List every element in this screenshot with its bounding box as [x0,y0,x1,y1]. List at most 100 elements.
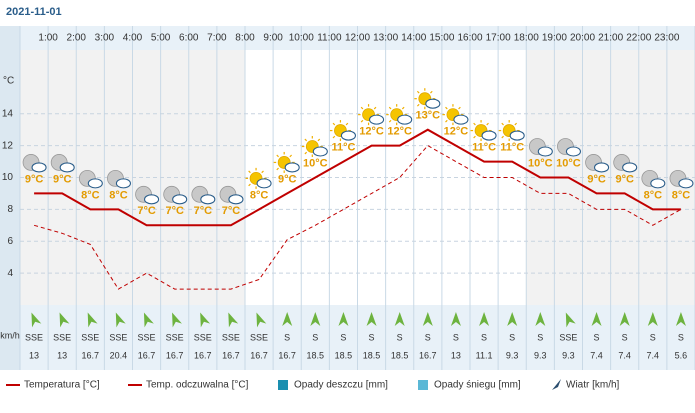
wind-direction: S [340,332,346,342]
wind-speed: 7.4 [618,350,631,360]
cloud-icon [312,146,328,157]
wind-arrow [394,312,405,326]
wind-speed: 13 [451,350,461,360]
wind-direction: S [397,332,403,342]
sun-ray [276,154,279,158]
wind-speed: 16.7 [82,350,100,360]
temp-label: 8°C [109,189,128,201]
cloud-icon [256,178,272,189]
cloud-icon [228,194,244,205]
wind-arrow [535,312,546,326]
hour-label: 10:00 [289,33,314,44]
hour-label: 17:00 [486,33,511,44]
wind-arrow [507,312,518,326]
wind-speed: 16.7 [222,350,240,360]
sun-ray [304,151,308,155]
cloud-icon [509,130,525,141]
sun-ray [445,119,448,123]
sun-ray [248,170,251,174]
wind-arrow [422,312,433,326]
wind-direction: S [594,332,600,342]
wind-speed: 11.1 [476,350,493,360]
wind-speed: 18.5 [335,350,353,360]
wind-direction: SSE [166,332,184,342]
wind-direction: S [284,332,290,342]
wind-arrow [31,312,42,328]
wind-arrow [647,312,658,326]
temp-label: 10°C [528,157,553,169]
cloud-icon [453,114,469,125]
y-tick-label: 6 [7,236,13,247]
wind-unit-label: km/h [0,330,20,340]
cloud-icon [31,162,47,173]
temp-label: 7°C [194,205,213,217]
wind-direction: SSE [222,332,240,342]
date-title: 2021-11-01 [6,6,62,18]
hour-label: 3:00 [95,33,115,44]
hour-label: 13:00 [373,33,398,44]
wind-direction: S [678,332,684,342]
legend-label: Opady deszczu [mm] [294,380,388,391]
wind-speed: 16.7 [250,350,268,360]
temp-label: 9°C [53,173,72,185]
temp-label: 7°C [165,205,184,217]
wind-arrow [200,312,211,328]
wind-speed: 5.6 [675,350,688,360]
wind-arrow [282,312,293,326]
cloud-icon [87,178,103,189]
wind-arrow [565,312,576,328]
temp-label: 11°C [472,141,496,153]
legend-wind-icon [552,379,561,390]
wind-speed: 9.3 [562,350,575,360]
wind-direction: S [312,332,318,342]
wind-arrow [143,312,154,328]
hour-label: 23:00 [654,33,679,44]
temp-label: 8°C [81,189,100,201]
temp-label: 8°C [250,189,269,201]
wind-direction: S [453,332,459,342]
sun-ray [473,122,476,126]
temp-label: 8°C [672,189,691,201]
y-tick-label: 4 [7,268,13,279]
hour-label: 7:00 [207,33,227,44]
temp-label: 9°C [278,173,297,185]
sun-ray [345,122,349,126]
hour-label: 11:00 [317,33,342,44]
sun-ray [332,122,336,126]
wind-speed: 13 [57,350,67,360]
sun-ray [248,183,251,187]
sun-ray [486,122,489,126]
wind-arrow [310,312,321,326]
y-tick-label: 8 [7,204,13,215]
sun-ray [445,106,448,110]
hour-label: 16:00 [457,33,482,44]
sun-ray [373,106,377,110]
hour-label: 8:00 [235,33,255,44]
wind-speed: 18.5 [391,350,409,360]
hour-label: 9:00 [263,33,283,44]
wind-direction: S [509,332,515,342]
sun-ray [416,90,420,94]
wind-direction: SSE [53,332,71,342]
hour-label: 2:00 [67,33,87,44]
hour-label: 20:00 [570,33,595,44]
wind-arrow [338,312,349,326]
temp-label: 10°C [303,157,328,169]
wind-speed: 16.7 [278,350,296,360]
wind-arrow [450,312,461,326]
temp-label: 9°C [615,173,634,185]
hour-label: 15:00 [429,33,454,44]
legend-label: Opady śniegu [mm] [434,380,521,391]
left-strip [0,26,20,370]
sun-ray [276,167,279,171]
temp-label: 12°C [444,126,469,138]
wind-direction: SSE [250,332,268,342]
wind-speed: 16.7 [138,350,156,360]
hour-label: 5:00 [151,33,171,44]
cloud-icon [537,146,553,157]
legend-label: Temp. odczuwalna [°C] [146,380,249,391]
temp-label: 7°C [222,205,241,217]
cloud-icon [650,178,666,189]
hour-label: 12:00 [345,33,370,44]
